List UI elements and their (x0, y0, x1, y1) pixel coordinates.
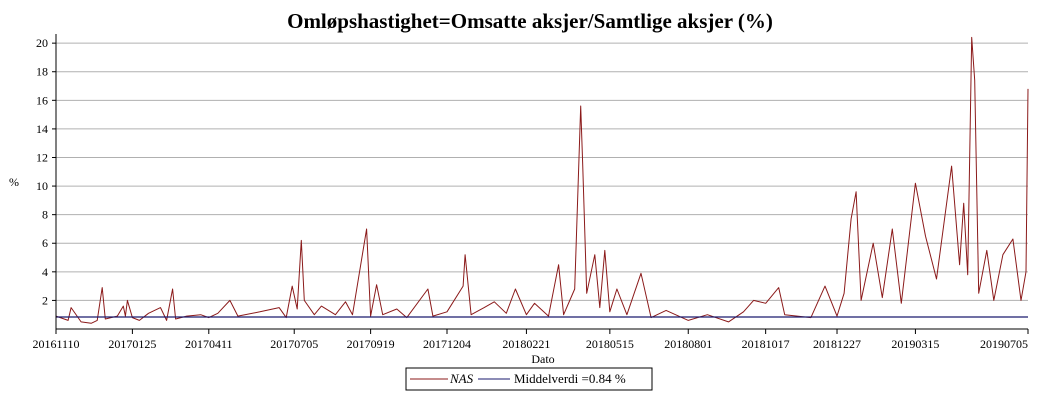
y-tick-label-6: 14 (36, 122, 48, 136)
x-tick-label-9: 20181017 (742, 337, 790, 351)
y-tick-label-5: 12 (36, 150, 48, 164)
x-tick-label-12: 20190705 (980, 337, 1028, 351)
y-tick-label-2: 6 (42, 236, 48, 250)
y-tick-label-0: 2 (42, 293, 48, 307)
y-tick-label-8: 18 (36, 65, 48, 79)
legend-label-nas: NAS (449, 371, 474, 386)
series-line-nas (55, 36, 1029, 324)
series-lines (55, 36, 1029, 324)
chart-title: Omløpshastighet=Omsatte aksjer/Samtlige … (287, 9, 773, 33)
x-axis-label: Dato (531, 352, 554, 366)
y-tick-label-1: 4 (42, 265, 48, 279)
axes (55, 34, 1028, 330)
x-tick-label-10: 20181227 (813, 337, 861, 351)
x-tick-label-6: 20180221 (502, 337, 550, 351)
gridlines (56, 42, 1028, 301)
x-tick-label-2: 20170411 (185, 337, 233, 351)
legend-label-mean: Middelverdi =0.84 % (514, 371, 626, 386)
x-tick-label-8: 20180801 (664, 337, 712, 351)
x-tick-label-4: 20170919 (347, 337, 395, 351)
x-tick-label-7: 20180515 (586, 337, 634, 351)
y-tick-label-4: 10 (36, 179, 48, 193)
y-tick-label-7: 16 (36, 93, 48, 107)
y-axis-label: % (9, 175, 19, 189)
x-tick-label-11: 20190315 (891, 337, 939, 351)
y-tick-label-9: 20 (36, 36, 48, 50)
x-tick-label-3: 20170705 (270, 337, 318, 351)
y-axis-ticks: 2 4 6 8 10 12 14 16 18 20 (36, 36, 56, 307)
legend: NAS Middelverdi =0.84 % (405, 367, 653, 391)
legend-box (405, 367, 653, 391)
y-tick-label-3: 8 (42, 208, 48, 222)
x-axis-ticks: 20161110 20170125 20170411 20170705 20170919… (32, 329, 1029, 351)
x-tick-label-0: 20161110 (32, 337, 79, 351)
x-tick-label-5: 20171204 (423, 337, 471, 351)
x-tick-label-1: 20170125 (108, 337, 156, 351)
